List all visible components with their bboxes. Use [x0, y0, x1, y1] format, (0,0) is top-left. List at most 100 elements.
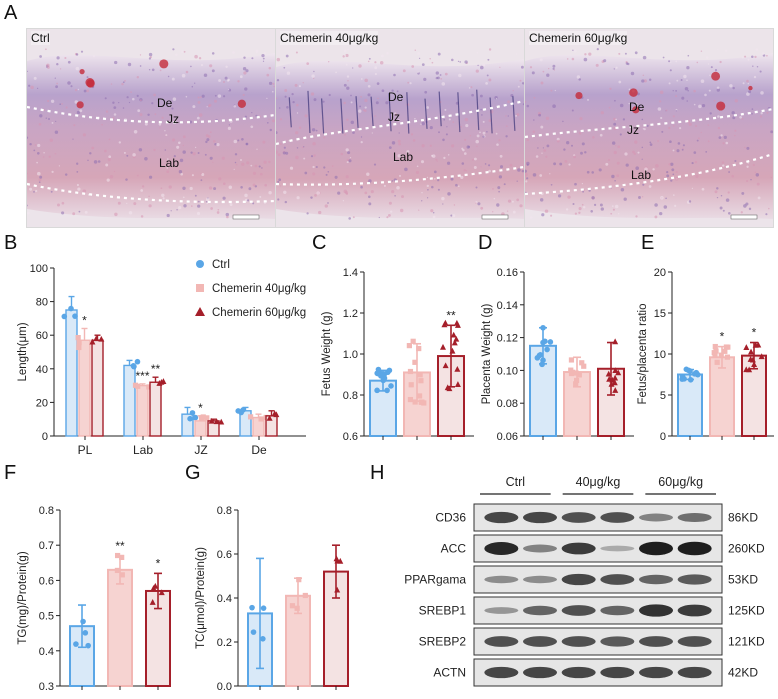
- tissue-texture-dot: [479, 94, 483, 98]
- tissue-texture-dot: [445, 133, 448, 136]
- tissue-texture-dot: [757, 196, 761, 200]
- tissue-texture-dot: [385, 101, 389, 105]
- tissue-texture-dot: [747, 58, 750, 61]
- data-point: [189, 410, 196, 416]
- histology-image-chemerin-40: De Jz Lab Chemerin 40μg/kg: [275, 28, 525, 228]
- tissue-texture-dot: [545, 116, 550, 121]
- tissue-texture-dot: [550, 214, 553, 217]
- tissue-texture-dot: [298, 126, 302, 129]
- tissue-texture-dot: [137, 109, 141, 113]
- y-tick-label: 100: [30, 263, 48, 275]
- data-point: [381, 371, 388, 377]
- tissue-texture-dot: [67, 81, 71, 85]
- tissue-texture-dot: [701, 103, 706, 108]
- tissue-texture-dot: [480, 206, 484, 210]
- tissue-texture-dot: [374, 73, 377, 76]
- data-point: [441, 321, 448, 328]
- tissue-texture-dot: [258, 165, 261, 168]
- tissue-texture-dot: [554, 89, 556, 92]
- tissue-texture-dot: [649, 143, 653, 146]
- tissue-texture-dot: [285, 54, 289, 58]
- tissue-texture-dot: [312, 172, 316, 176]
- tissue-texture-dot: [415, 170, 420, 174]
- tissue-texture-dot: [506, 210, 509, 212]
- tissue-texture-dot: [366, 172, 370, 176]
- histology-title: Chemerin 40μg/kg: [280, 31, 379, 45]
- tissue-texture-dot: [221, 156, 225, 160]
- tissue-texture-dot: [209, 64, 213, 68]
- data-point: [119, 554, 125, 561]
- significance-mark: *: [720, 330, 725, 344]
- tissue-texture-dot: [194, 54, 198, 59]
- blot-band: [484, 607, 519, 614]
- tissue-texture-dot: [473, 166, 477, 169]
- tissue-texture-dot: [525, 180, 528, 183]
- tissue-texture-dot: [722, 164, 725, 167]
- tissue-texture-dot: [533, 96, 536, 99]
- tissue-texture-dot: [276, 57, 281, 62]
- data-point: [581, 363, 587, 369]
- tissue-texture-dot: [487, 58, 490, 61]
- y-axis-label: TC(μmol)/Protein(g): [195, 547, 207, 649]
- tissue-texture-dot: [461, 162, 465, 165]
- tissue-texture-dot: [578, 211, 581, 214]
- tissue-texture-dot: [424, 90, 428, 94]
- tissue-texture-dot: [167, 75, 170, 78]
- tissue-texture-dot: [464, 60, 468, 64]
- legend-label: Ctrl: [212, 259, 230, 271]
- tissue-texture-dot: [144, 122, 148, 126]
- tissue-texture-dot: [252, 183, 256, 187]
- tissue-texture-dot: [148, 204, 152, 208]
- data-point: [417, 372, 423, 378]
- tissue-streak: [321, 98, 325, 134]
- tissue-texture-dot: [670, 61, 672, 63]
- tissue-texture-dot: [72, 138, 74, 140]
- data-point: [134, 358, 141, 365]
- y-tick-label: 0.6: [39, 575, 54, 587]
- tissue-texture-dot: [672, 90, 674, 92]
- tissue-texture-dot: [515, 114, 518, 117]
- tissue-texture-dot: [709, 112, 712, 115]
- tissue-texture-dot: [27, 70, 28, 73]
- tissue-texture-dot: [741, 117, 744, 120]
- tissue-texture-dot: [635, 215, 638, 218]
- blot-band: [561, 512, 596, 523]
- tissue-texture-dot: [618, 52, 621, 55]
- tissue-texture-dot: [210, 207, 213, 210]
- tissue-texture-dot: [682, 147, 684, 150]
- tissue-texture-dot: [613, 117, 617, 121]
- tissue-texture-dot: [165, 134, 168, 137]
- boundary-line-labyrinth: [276, 165, 524, 186]
- tissue-texture-dot: [578, 207, 582, 211]
- data-point: [608, 380, 615, 387]
- data-point: [249, 604, 255, 611]
- tissue-texture-dot: [381, 89, 385, 93]
- tissue-texture-dot: [162, 197, 165, 200]
- tissue-texture-dot: [475, 201, 478, 204]
- tissue-texture-dot: [89, 152, 92, 155]
- tissue-texture-dot: [529, 216, 533, 219]
- tissue-texture-dot: [716, 88, 720, 92]
- tissue-texture-dot: [691, 162, 694, 165]
- tissue-texture-dot: [512, 90, 514, 92]
- tissue-texture-dot: [374, 61, 377, 64]
- tissue-texture-dot: [173, 155, 176, 158]
- tissue-texture-dot: [166, 170, 170, 174]
- data-point: [72, 313, 78, 319]
- tissue-texture-dot: [29, 187, 33, 191]
- tissue-texture-dot: [245, 142, 248, 146]
- panel-letter-g: G: [185, 462, 201, 484]
- tissue-texture-dot: [276, 78, 280, 82]
- tissue-texture-dot: [218, 177, 222, 181]
- tissue-texture-dot: [463, 169, 466, 172]
- tissue-texture-dot: [613, 122, 617, 126]
- tissue-texture-dot: [227, 89, 230, 91]
- data-point: [544, 346, 550, 353]
- tissue-texture-dot: [537, 147, 539, 149]
- tissue-texture-dot: [734, 99, 739, 103]
- tissue-texture-dot: [70, 85, 73, 88]
- tissue-texture-dot: [244, 87, 248, 91]
- tissue-texture-dot: [760, 112, 763, 115]
- tissue-texture-dot: [488, 78, 492, 82]
- tissue-texture-dot: [720, 134, 723, 137]
